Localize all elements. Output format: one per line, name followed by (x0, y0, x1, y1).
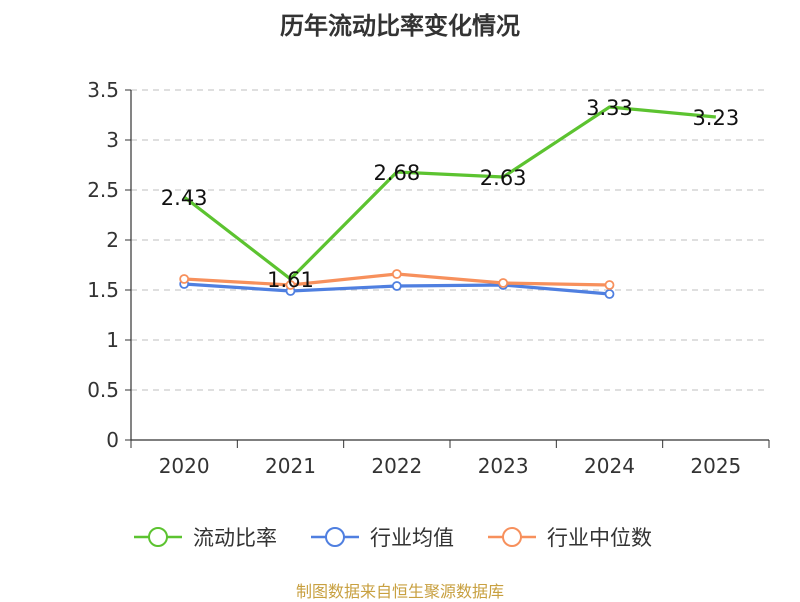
data-point (179, 274, 190, 284)
series-line (183, 105, 716, 281)
source-footer: 制图数据来自恒生聚源数据库 (295, 582, 504, 601)
data-label: 3.23 (692, 106, 739, 130)
y-tick-label: 1 (106, 328, 119, 352)
data-label: 2.43 (161, 186, 208, 210)
legend-marker (502, 527, 522, 547)
data-point (604, 280, 615, 290)
x-tick-label: 2023 (478, 454, 529, 478)
y-tick-label: 2 (106, 228, 119, 252)
y-tick-label: 1.5 (87, 278, 119, 302)
data-point (285, 280, 296, 290)
y-tick-label: 3.5 (87, 78, 119, 102)
legend-marker (325, 527, 345, 547)
data-point (391, 269, 402, 279)
data-label: 3.33 (586, 96, 633, 120)
x-tick-label: 2022 (371, 454, 422, 478)
x-tick-label: 2021 (265, 454, 316, 478)
data-point (498, 278, 509, 288)
data-point (391, 281, 402, 291)
y-tick-label: 0.5 (87, 378, 119, 402)
data-label: 2.68 (373, 161, 420, 185)
y-tick-label: 0 (106, 428, 119, 452)
chart-title: 历年流动比率变化情况 (280, 12, 520, 40)
y-tick-label: 2.5 (87, 178, 119, 202)
data-point (604, 289, 615, 299)
legend-label: 行业均值 (370, 526, 454, 550)
data-label: 2.63 (480, 166, 527, 190)
x-tick-label: 2025 (690, 454, 741, 478)
legend-marker (148, 527, 168, 547)
x-tick-label: 2020 (159, 454, 210, 478)
legend-label: 行业中位数 (547, 526, 652, 550)
x-tick-label: 2024 (584, 454, 635, 478)
data-label: 1.61 (267, 268, 314, 292)
y-tick-label: 3 (106, 128, 119, 152)
legend-label: 流动比率 (193, 526, 277, 550)
